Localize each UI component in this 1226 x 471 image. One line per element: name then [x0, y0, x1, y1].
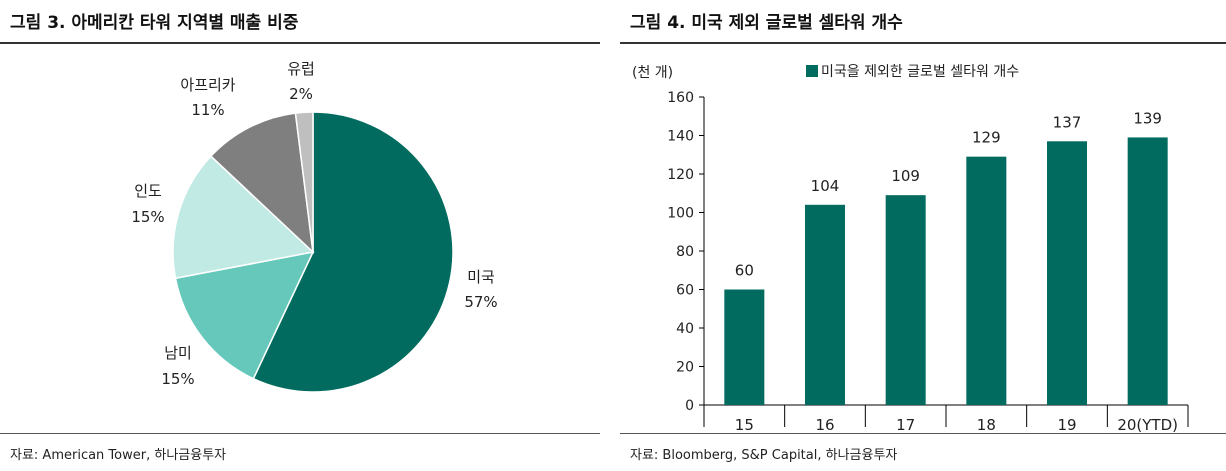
y-tick-label: 160 — [667, 90, 694, 106]
y-tick-label: 100 — [667, 206, 694, 222]
left-panel: 그림 3. 아메리칸 타워 지역별 매출 비중 미국 57% 남미 15% 인도 15% 아… — [0, 0, 600, 471]
bar-value-label: 139 — [1133, 109, 1162, 127]
slice-value-label: 11% — [191, 101, 224, 119]
pie-slice — [294, 111, 314, 253]
bar — [1047, 141, 1087, 405]
slice-label: 아프리카 — [180, 76, 235, 94]
y-tick-label: 0 — [685, 398, 694, 414]
source-divider — [0, 433, 600, 434]
legend-swatch — [806, 65, 818, 77]
slice-label: 인도 — [134, 182, 162, 200]
x-tick-label: 19 — [1057, 416, 1076, 434]
slice-label: 남미 — [164, 344, 192, 362]
slice-value-label: 15% — [161, 370, 194, 388]
slice-value-label: 57% — [464, 293, 497, 311]
y-tick-label: 20 — [676, 360, 694, 376]
pie-slice — [172, 155, 315, 280]
right-panel: 그림 4. 미국 제외 글로벌 셀타워 개수 0 20 40 60 80 100 120 14… — [620, 0, 1226, 471]
y-tick-label: 80 — [676, 244, 694, 260]
figure-title: 그림 4. 미국 제외 글로벌 셀타워 개수 — [630, 13, 903, 33]
y-axis-label: (천 개) — [632, 65, 673, 81]
legend-label: 미국을 제외한 글로벌 셀타워 개수 — [821, 64, 1019, 80]
bar-chart: 0 20 40 60 80 100 120 140 160 (천 개) 미국을 제외한 글로벌 셀타… — [632, 64, 1189, 434]
source-note: 자료: American Tower, 하나금융투자 — [10, 448, 227, 463]
bar-value-label: 104 — [811, 177, 840, 195]
x-tick-label: 18 — [977, 416, 996, 434]
x-tick-label: 15 — [735, 416, 754, 434]
slice-label: 미국 — [467, 268, 495, 286]
y-tick-label: 40 — [676, 321, 694, 337]
figure-title: 그림 3. 아메리칸 타워 지역별 매출 비중 — [10, 13, 299, 33]
bar-value-label: 109 — [891, 167, 920, 185]
x-tick-label: 20(YTD) — [1117, 416, 1178, 434]
bar — [724, 289, 765, 405]
pie-slice — [174, 250, 315, 380]
y-tick-label: 120 — [667, 167, 694, 183]
bar — [1127, 137, 1168, 406]
source-note: 자료: Bloomberg, S&P Capital, 하나금융투자 — [630, 448, 898, 463]
bar-value-label: 129 — [972, 129, 1001, 147]
slice-value-label: 2% — [289, 85, 313, 103]
title-divider — [0, 42, 600, 44]
y-tick-label: 140 — [667, 129, 694, 145]
bar — [885, 195, 926, 405]
bar-value-label: 60 — [735, 262, 754, 280]
bar — [966, 156, 1007, 405]
y-tick-label: 60 — [676, 283, 694, 299]
slice-label: 유럽 — [287, 60, 315, 78]
x-tick-label: 16 — [815, 416, 834, 434]
bar — [805, 204, 845, 405]
x-tick-label: 17 — [896, 416, 915, 434]
pie-slice — [209, 112, 315, 254]
slice-value-label: 15% — [131, 208, 164, 226]
source-divider — [620, 433, 1226, 434]
pie-slice — [252, 111, 454, 393]
title-divider — [620, 42, 1226, 44]
pie-chart: 미국 57% 남미 15% 인도 15% 아프리카 11% 유럽 2% — [131, 60, 498, 393]
bar-value-label: 137 — [1053, 113, 1082, 131]
